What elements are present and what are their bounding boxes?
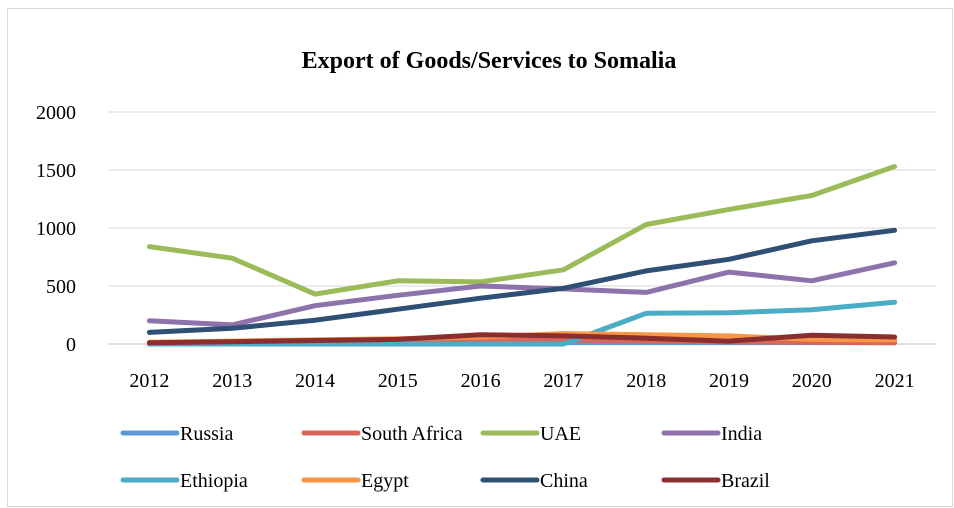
legend-label: UAE bbox=[540, 423, 581, 445]
y-tick-label: 0 bbox=[66, 334, 76, 356]
legend-label: South Africa bbox=[361, 423, 463, 445]
chart-title: Export of Goods/Services to Somalia bbox=[302, 48, 677, 74]
x-tick-label: 2014 bbox=[295, 370, 335, 392]
x-tick-label: 2021 bbox=[875, 370, 915, 392]
legend-label: India bbox=[721, 423, 762, 445]
line-chart: Export of Goods/Services to Somalia 0 500… bbox=[36, 48, 936, 492]
legend-label: Brazil bbox=[721, 470, 770, 492]
legend-item-egypt: Egypt bbox=[301, 470, 409, 492]
y-tick-label: 1500 bbox=[36, 160, 76, 182]
legend-label: China bbox=[540, 470, 588, 492]
series-line-uae bbox=[146, 164, 898, 297]
legend-item-ethiopia: Ethiopia bbox=[120, 470, 248, 492]
legend-item-uae: UAE bbox=[480, 423, 581, 445]
legend-item-south-africa: South Africa bbox=[301, 423, 463, 445]
x-axis-ticks: 2012 2013 2014 2015 2016 2017 2018 2019 2020 2021 bbox=[129, 370, 914, 392]
series-line-china bbox=[146, 227, 898, 335]
chart-frame: Export of Goods/Services to Somalia 0 500… bbox=[7, 8, 953, 507]
legend-label: Egypt bbox=[361, 470, 409, 492]
y-axis-ticks: 0 500 1000 1500 2000 bbox=[36, 102, 76, 356]
x-tick-label: 2018 bbox=[626, 370, 666, 392]
x-tick-label: 2017 bbox=[543, 370, 583, 392]
legend-label: Russia bbox=[180, 423, 233, 445]
series-line-india bbox=[146, 260, 898, 328]
legend-label: Ethiopia bbox=[180, 470, 248, 492]
y-tick-label: 1000 bbox=[36, 218, 76, 240]
x-tick-label: 2016 bbox=[461, 370, 501, 392]
legend-item-russia: Russia bbox=[120, 423, 233, 445]
y-tick-label: 2000 bbox=[36, 102, 76, 124]
x-tick-label: 2012 bbox=[129, 370, 169, 392]
series-line-ethiopia bbox=[146, 299, 898, 347]
y-tick-label: 500 bbox=[46, 276, 76, 298]
x-tick-label: 2020 bbox=[792, 370, 832, 392]
x-tick-label: 2015 bbox=[378, 370, 418, 392]
x-tick-label: 2019 bbox=[709, 370, 749, 392]
legend: Russia South Africa UAE India Ethiopia Egypt C… bbox=[120, 423, 770, 492]
x-tick-label: 2013 bbox=[212, 370, 252, 392]
legend-item-india: India bbox=[661, 423, 762, 445]
legend-item-china: China bbox=[480, 470, 588, 492]
series-line-brazil bbox=[146, 332, 898, 346]
series-lines bbox=[146, 164, 898, 347]
legend-item-brazil: Brazil bbox=[661, 470, 770, 492]
